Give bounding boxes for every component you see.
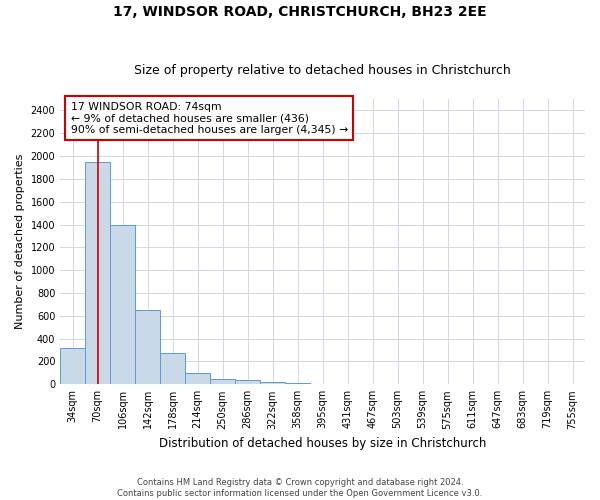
Bar <box>210 379 235 384</box>
Bar <box>160 353 185 384</box>
Text: 17, WINDSOR ROAD, CHRISTCHURCH, BH23 2EE: 17, WINDSOR ROAD, CHRISTCHURCH, BH23 2EE <box>113 5 487 19</box>
Text: Contains HM Land Registry data © Crown copyright and database right 2024.
Contai: Contains HM Land Registry data © Crown c… <box>118 478 482 498</box>
X-axis label: Distribution of detached houses by size in Christchurch: Distribution of detached houses by size … <box>159 437 486 450</box>
Bar <box>85 162 110 384</box>
Bar <box>235 380 260 384</box>
Y-axis label: Number of detached properties: Number of detached properties <box>15 154 25 330</box>
Bar <box>185 373 210 384</box>
Title: Size of property relative to detached houses in Christchurch: Size of property relative to detached ho… <box>134 64 511 77</box>
Bar <box>60 348 85 385</box>
Text: 17 WINDSOR ROAD: 74sqm
← 9% of detached houses are smaller (436)
90% of semi-det: 17 WINDSOR ROAD: 74sqm ← 9% of detached … <box>71 102 348 135</box>
Bar <box>285 382 310 384</box>
Bar <box>110 224 135 384</box>
Bar <box>135 310 160 384</box>
Bar <box>260 382 285 384</box>
